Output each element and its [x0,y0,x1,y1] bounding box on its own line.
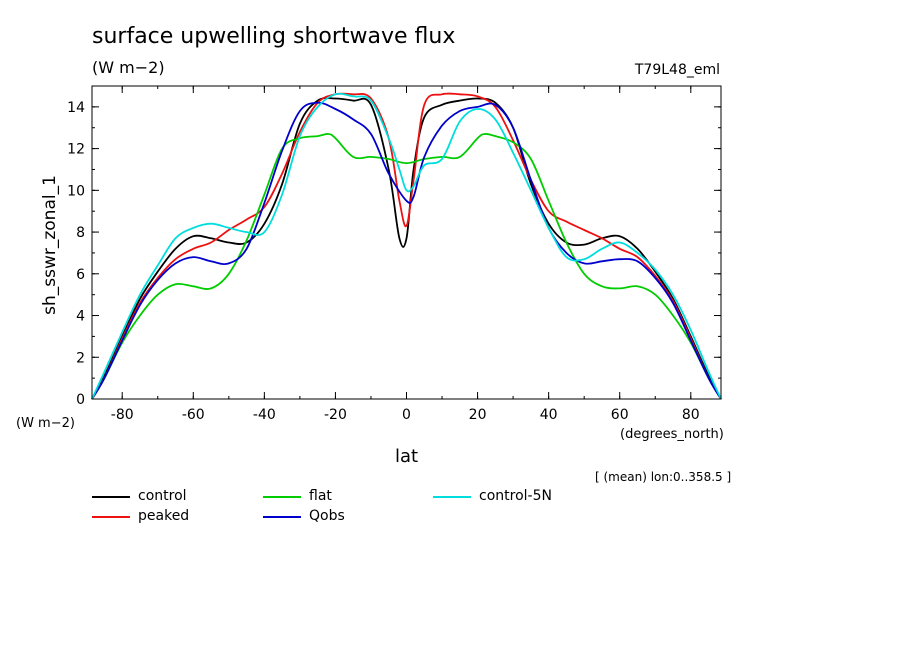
legend-label: peaked [138,508,190,524]
x-tick-label: 20 [469,407,487,423]
y-axis-units: (W m−2) [16,416,75,431]
legend-label: Qobs [309,508,345,524]
series-line-control [91,97,722,400]
legend-label: control [138,488,187,504]
legend-swatch [92,496,130,498]
y-tick-label: 10 [67,183,85,199]
series-line-peaked [91,92,722,400]
series-line-qobs [91,101,722,400]
x-tick-label: -80 [111,407,134,423]
x-tick-label: -60 [182,407,205,423]
tick-layer: -80 -60 -40 -20 0 20 40 60 80 0 2 4 6 8 10 12 14 [67,85,721,423]
run-id-label: T79L48_eml [634,62,720,78]
legend-swatch [433,496,471,498]
legend-swatch [263,516,301,518]
y-tick-label: 0 [76,392,85,408]
x-axis-units: (degrees_north) [620,427,724,442]
series-layer [91,92,722,400]
legend-label: flat [309,488,332,504]
series-line-control-5n [91,92,722,400]
chart-units: (W m−2) [92,58,165,77]
series-line-flat [91,133,722,400]
x-axis-label: lat [395,446,419,467]
x-tick-label: -20 [324,407,347,423]
legend-swatch [263,496,301,498]
x-tick-label: -40 [253,407,276,423]
plot-frame [91,85,722,400]
y-tick-label: 12 [67,142,85,158]
mean-note: [ (mean) lon:0..358.5 ] [595,470,732,484]
x-tick-label: 60 [611,407,629,423]
x-tick-label: 0 [402,407,411,423]
y-tick-label: 6 [76,267,85,283]
legend-label: control-5N [479,488,552,504]
chart-title: surface upwelling shortwave flux [92,24,456,49]
y-tick-label: 8 [76,225,85,241]
y-tick-label: 2 [76,350,85,366]
x-tick-label: 80 [682,407,700,423]
x-tick-label: 40 [540,407,558,423]
y-tick-label: 14 [67,100,85,116]
legend-swatch [92,516,130,518]
y-tick-label: 4 [76,309,85,325]
